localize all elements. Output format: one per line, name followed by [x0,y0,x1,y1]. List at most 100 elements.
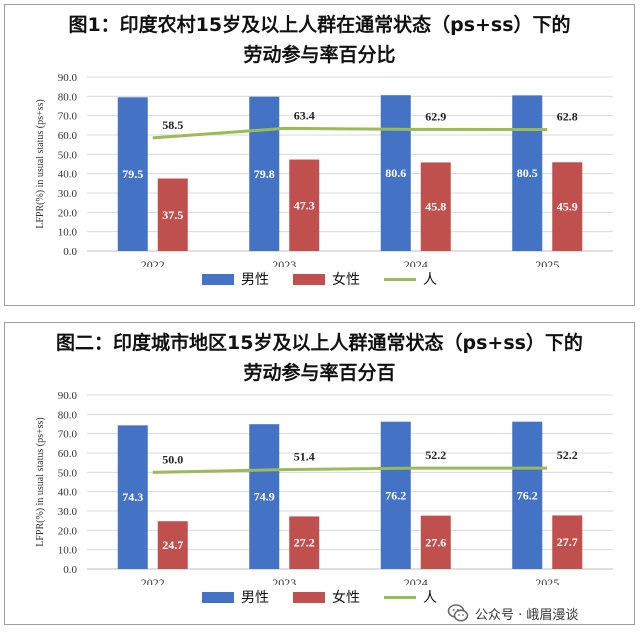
y-tick-label: 50.0 [58,467,78,479]
y-tick-label: 40.0 [58,487,78,499]
y-tick-label: 30.0 [58,506,78,518]
y-tick-label: 10.0 [58,545,78,557]
data-label-male: 80.5 [517,166,538,180]
x-tick-label: 2023 [272,258,296,267]
line-series-all [152,466,548,474]
data-label-all: 52.2 [557,448,578,462]
bar-male [512,95,543,251]
bar-female [289,516,320,569]
legend-item-male: 男性 [202,269,269,289]
y-tick-label: 70.0 [58,111,78,123]
y-tick-label: 60.0 [58,448,78,460]
bar-female [420,162,451,251]
y-axis-label: LFPR(%) in usual status (ps+ss) [35,99,46,229]
data-label-female: 45.8 [425,200,446,214]
data-label-female: 24.7 [162,538,183,552]
data-label-all: 62.8 [557,110,578,124]
data-label-male: 74.9 [254,490,275,504]
data-label-all: 51.4 [294,450,315,464]
chart-title-line1: 图1：印度农村15岁及以上人群在通常状态（ps+ss）下的 [68,14,571,36]
y-tick-label: 90.0 [58,72,78,84]
data-label-all: 62.9 [425,109,446,123]
bar-male [117,97,148,251]
data-label-male: 79.8 [254,167,275,181]
data-label-female: 27.2 [294,536,315,550]
bar-female [552,162,583,251]
watermark: 公众号 · 峨眉漫谈 [447,602,583,624]
y-tick-label: 20.0 [58,207,78,219]
data-label-all: 63.4 [294,108,315,122]
chart-title-line2: 劳动参与率百分比 [243,44,396,66]
data-label-male: 79.5 [122,167,143,181]
legend-item-all: 人 [384,269,437,289]
bar-female [157,521,188,569]
legend-label-all: 人 [423,272,437,288]
chart-panel-urban: 图二：印度城市地区15岁及以上人群通常状态（ps+ss）下的 劳动参与率百分百 … [4,322,635,625]
line-series-all [152,126,548,140]
chart-title-line1: 图二：印度城市地区15岁及以上人群通常状态（ps+ss）下的 [56,332,583,354]
bar-female [420,515,451,569]
watermark-text: 公众号 · 峨眉漫谈 [475,607,579,623]
data-label-female: 27.7 [557,535,578,549]
data-label-female: 45.9 [557,200,578,214]
y-tick-label: 0.0 [63,564,77,576]
legend-item-female: 女性 [293,269,360,289]
chart-plot-rural: 0.0 10.0 20.0 30.0 40.0 50.0 60.0 70.0 80.0 90.0 L… [35,72,613,267]
bar-male [512,421,543,569]
y-tick-label: 70.0 [58,429,78,441]
data-label-male: 74.3 [122,490,143,504]
legend-label-male: 男性 [241,590,269,606]
y-tick-label: 90.0 [58,390,78,402]
legend-item-male: 男性 [202,587,269,607]
bar-male [380,95,411,251]
chart-plot-urban: 0.0 10.0 20.0 30.0 40.0 50.0 60.0 70.0 80.0 90.0 L… [35,390,613,585]
data-label-all: 58.5 [162,118,183,132]
y-tick-label: 10.0 [58,227,78,239]
chart-legend: 男性 女性 人 [5,587,634,607]
x-tick-label: 2022 [141,258,165,267]
data-label-male: 76.2 [517,488,538,502]
bar-female [289,159,320,251]
legend-item-all: 人 [384,587,437,607]
y-tick-label: 20.0 [58,525,78,537]
legend-item-female: 女性 [293,587,360,607]
bar-male [249,424,280,569]
legend-swatch-male [202,273,234,285]
data-label-male: 76.2 [385,488,406,502]
legend-label-male: 男性 [241,272,269,288]
data-label-female: 37.5 [162,208,183,222]
x-tick-label: 2024 [404,576,428,585]
legend-swatch-all [384,595,416,599]
legend-swatch-male [202,591,234,603]
chart-legend: 男性 女性 人 [5,269,634,289]
x-tick-label: 2022 [141,576,165,585]
y-tick-label: 60.0 [58,130,78,142]
y-tick-label: 40.0 [58,169,78,181]
legend-label-all: 人 [423,590,437,606]
legend-swatch-all [384,277,416,281]
data-label-male: 80.6 [385,166,406,180]
bar-female [157,178,188,251]
x-tick-label: 2023 [272,576,296,585]
data-label-female: 47.3 [294,198,315,212]
wechat-icon [447,604,469,622]
y-tick-label: 80.0 [58,91,78,103]
x-tick-label: 2025 [535,258,559,267]
y-tick-label: 80.0 [58,409,78,421]
legend-label-female: 女性 [332,590,360,606]
legend-swatch-female [293,273,325,285]
y-tick-label: 0.0 [63,246,77,258]
chart-panel-rural: 图1：印度农村15岁及以上人群在通常状态（ps+ss）下的 劳动参与率百分比 0… [4,4,635,306]
bar-male [380,421,411,569]
data-label-female: 27.6 [425,535,446,549]
bar-male [249,96,280,251]
chart-title-line2: 劳动参与率百分百 [243,362,396,384]
y-axis-label: LFPR(%) in usual status (ps+ss) [35,417,46,547]
x-tick-label: 2025 [535,576,559,585]
bar-female [552,515,583,569]
legend-swatch-female [293,591,325,603]
bar-male [117,425,148,569]
y-tick-label: 30.0 [58,188,78,200]
data-label-all: 50.0 [162,452,183,466]
x-tick-label: 2024 [404,258,428,267]
